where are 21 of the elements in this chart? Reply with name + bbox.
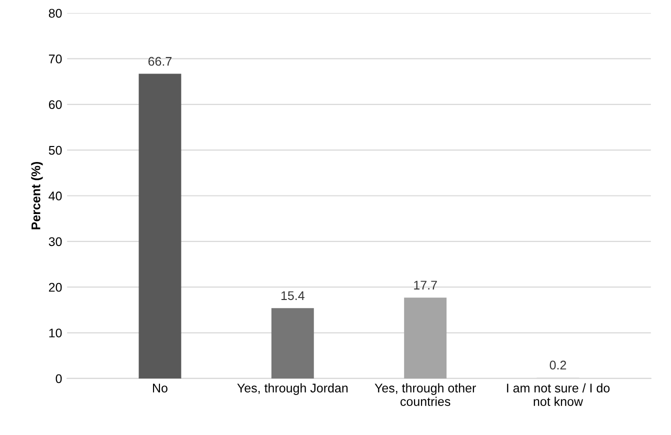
y-axis-title: Percent (%) <box>31 162 43 230</box>
y-tick-label: 20 <box>48 282 62 292</box>
bar <box>138 74 182 378</box>
y-tick-label: 80 <box>48 8 62 18</box>
bar <box>271 308 314 378</box>
y-tick-label: 0 <box>56 374 62 384</box>
data-label: 0.2 <box>550 360 566 370</box>
data-label: 17.7 <box>414 280 437 290</box>
y-tick-label: 30 <box>48 237 62 246</box>
x-tick-label: Yes, through other countries <box>374 383 476 406</box>
y-tick-label: 40 <box>48 192 62 200</box>
y-tick-label: 10 <box>49 328 62 338</box>
data-label: 15.4 <box>281 291 304 300</box>
y-tick-label: 50 <box>48 146 62 155</box>
bar <box>404 298 447 378</box>
y-tick-label: 60 <box>48 100 62 110</box>
x-tick-label: No <box>153 384 168 392</box>
y-tick-label: 70 <box>48 54 62 64</box>
data-label: 66.7 <box>148 56 172 66</box>
x-tick-label: Yes, through Jordan <box>237 383 348 395</box>
x-tick-label: I am not sure / I do not know <box>507 383 610 406</box>
